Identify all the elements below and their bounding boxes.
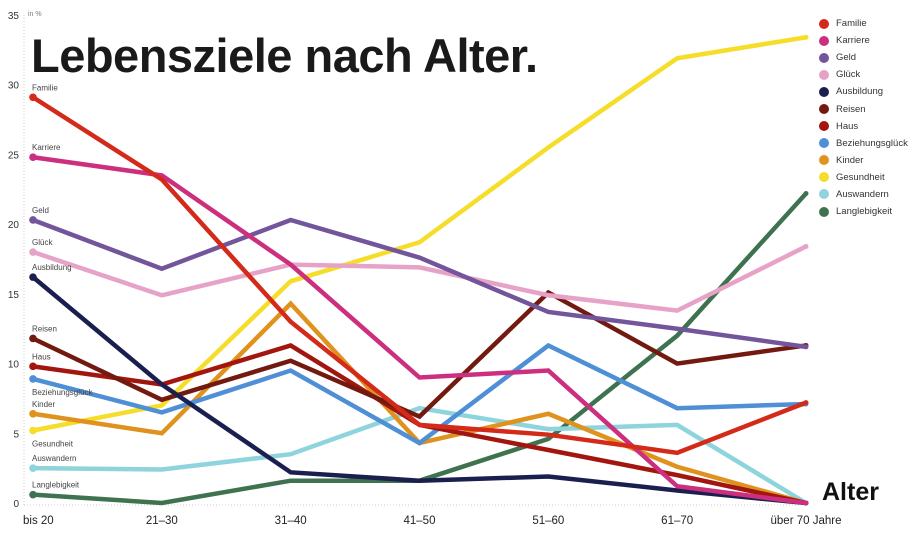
series-line-geld xyxy=(32,217,807,350)
series-line-glück xyxy=(32,244,808,313)
chart-title: Lebensziele nach Alter. xyxy=(31,29,538,82)
y-tick-label: 35 xyxy=(8,11,20,22)
series-label: Haus xyxy=(32,352,51,361)
legend-item: Kinder xyxy=(819,152,908,169)
legend-label: Beziehungsglück xyxy=(836,137,908,149)
legend-label: Kinder xyxy=(836,154,864,166)
legend-dot-icon xyxy=(819,138,829,149)
series-line-ausbildung xyxy=(31,275,807,506)
y-tick-label: 25 xyxy=(8,150,20,161)
series-label: Karriere xyxy=(32,143,61,152)
data-point xyxy=(29,409,37,418)
legend-label: Familie xyxy=(836,18,867,30)
legend-item: Familie xyxy=(819,15,908,32)
data-point xyxy=(803,34,809,40)
data-point xyxy=(29,93,37,102)
x-tick-label: 41–50 xyxy=(404,515,436,527)
legend-item: Reisen xyxy=(819,100,908,117)
series-label: Geld xyxy=(32,206,49,215)
y-tick-label: 30 xyxy=(8,81,20,92)
data-point xyxy=(803,190,809,196)
series-label: Beziehungsglück xyxy=(32,388,93,397)
legend-item: Glück xyxy=(819,66,908,83)
legend-dot-icon xyxy=(819,104,829,115)
series-label: Glück xyxy=(32,238,53,247)
legend-dot-icon xyxy=(819,69,829,80)
x-tick-label: 51–60 xyxy=(532,515,564,527)
series-line-auswandern xyxy=(32,405,808,505)
series-line-familie xyxy=(31,95,807,456)
legend-item: Beziehungsglück xyxy=(819,135,908,152)
legend-label: Langlebigkeit xyxy=(836,206,892,218)
data-point xyxy=(803,243,809,249)
y-tick-label: 0 xyxy=(13,499,19,510)
x-tick-label: 21–30 xyxy=(146,515,178,527)
y-axis-unit: in % xyxy=(28,11,42,18)
series-label: Auswandern xyxy=(32,454,76,463)
data-point xyxy=(29,375,37,383)
legend-item: Ausbildung xyxy=(819,83,908,100)
legend-label: Ausbildung xyxy=(836,86,884,98)
series-line-beziehungsglück xyxy=(32,342,807,446)
series-label: Kinder xyxy=(32,400,55,409)
legend-label: Haus xyxy=(836,120,859,132)
y-tick-label: 15 xyxy=(8,290,20,301)
data-point xyxy=(29,248,37,256)
legend-dot-icon xyxy=(819,86,829,97)
data-point xyxy=(803,344,809,350)
x-tick-label: 31–40 xyxy=(275,515,307,527)
data-point xyxy=(29,273,37,281)
data-point xyxy=(29,426,37,435)
series-line-karriere xyxy=(32,154,807,506)
data-point xyxy=(29,334,37,343)
x-tick-label: 61–70 xyxy=(661,515,693,527)
data-point xyxy=(803,500,809,506)
legend-item: Haus xyxy=(819,118,908,135)
legend-dot-icon xyxy=(819,121,829,132)
series-label: Ausbildung xyxy=(32,263,72,272)
data-point xyxy=(29,153,37,162)
legend-label: Auswandern xyxy=(836,188,889,200)
y-tick-label: 20 xyxy=(8,220,20,231)
data-point xyxy=(29,362,37,371)
legend-label: Glück xyxy=(836,69,861,81)
legend-item: Gesundheit xyxy=(819,169,908,186)
legend-dot-icon xyxy=(819,172,829,183)
x-tick-label: bis 20 xyxy=(23,515,54,527)
legend-label: Gesundheit xyxy=(836,171,885,183)
legend-dot-icon xyxy=(819,18,829,29)
series-label: Reisen xyxy=(32,324,57,333)
legend-item: Karriere xyxy=(819,32,908,49)
x-axis-label: Alter xyxy=(822,478,879,506)
legend-item: Langlebigkeit xyxy=(819,203,908,220)
y-tick-label: 10 xyxy=(8,360,20,371)
legend-dot-icon xyxy=(819,155,829,166)
series-line-kinder xyxy=(32,300,807,506)
x-tick-label: über 70 Jahre xyxy=(771,515,842,527)
legend-dot-icon xyxy=(819,206,829,217)
legend: Familie Karriere Geld Glück Ausbildung Reisen… xyxy=(819,15,908,220)
series-label: Gesundheit xyxy=(32,439,74,448)
legend-dot-icon xyxy=(819,52,829,63)
data-point xyxy=(803,400,809,406)
legend-dot-icon xyxy=(819,189,829,200)
data-point xyxy=(29,490,37,499)
legend-label: Reisen xyxy=(836,103,866,115)
legend-label: Geld xyxy=(836,52,857,64)
legend-item: Geld xyxy=(819,49,908,66)
legend-dot-icon xyxy=(819,35,829,46)
legend-label: Karriere xyxy=(836,35,870,47)
series-label: Familie xyxy=(32,83,58,92)
series-label: Langlebigkeit xyxy=(32,481,80,490)
series-line-reisen xyxy=(32,289,807,420)
data-point xyxy=(29,464,37,472)
y-tick-label: 5 xyxy=(13,429,19,440)
legend-item: Auswandern xyxy=(819,186,908,203)
data-point xyxy=(29,216,37,224)
series-line-gesundheit xyxy=(32,35,807,433)
